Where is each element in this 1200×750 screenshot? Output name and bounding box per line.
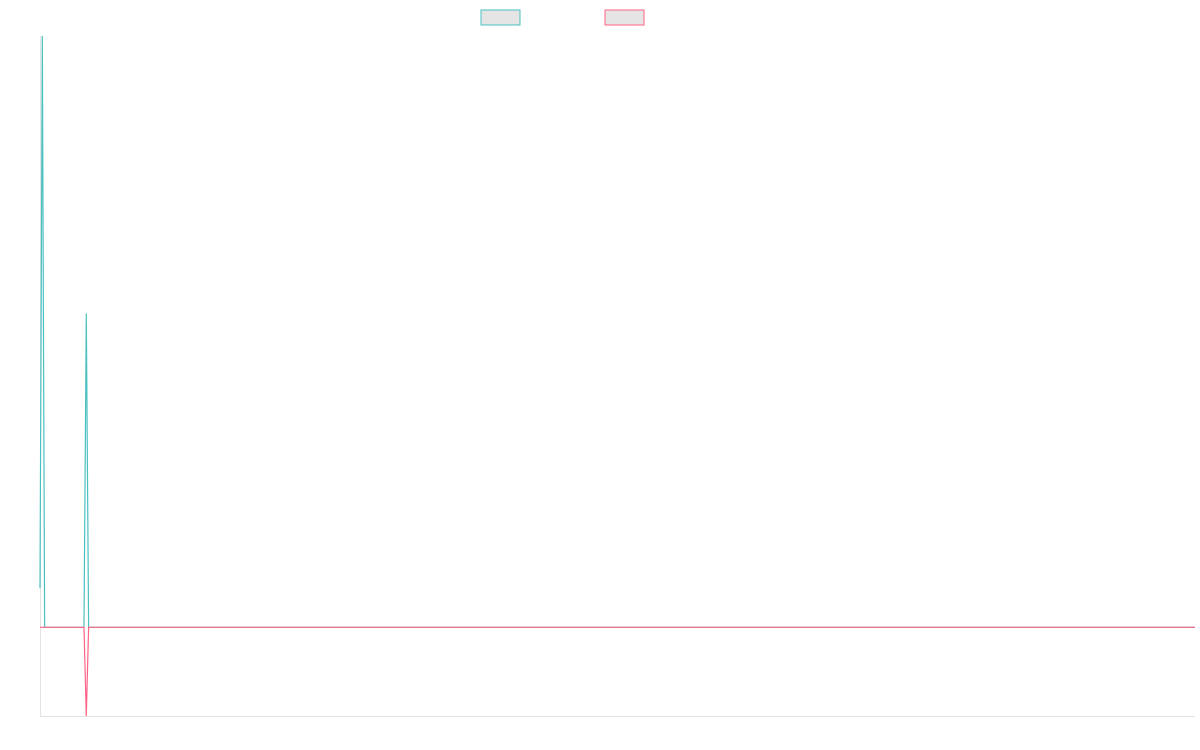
series-line-1: [39, 35, 1195, 628]
legend: [480, 9, 645, 26]
series-group: [39, 35, 1195, 717]
legend-swatch-2[interactable]: [604, 9, 645, 26]
series-line-2: [40, 626, 1195, 717]
legend-swatch-1[interactable]: [480, 9, 521, 26]
